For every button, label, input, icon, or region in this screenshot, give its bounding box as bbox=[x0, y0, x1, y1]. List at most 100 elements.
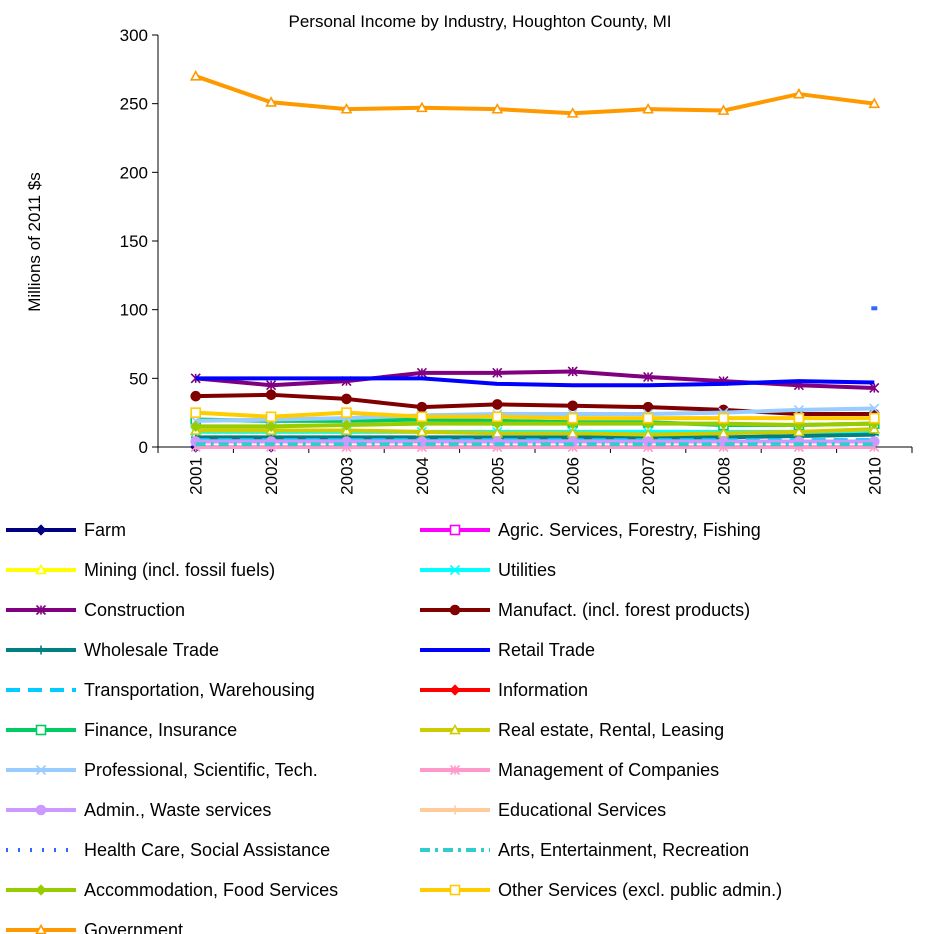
legend-label: Manufact. (incl. forest products) bbox=[498, 600, 750, 620]
data-point bbox=[718, 412, 729, 424]
x-tick-label: 2007 bbox=[639, 457, 658, 495]
data-point bbox=[566, 107, 579, 118]
legend-marker bbox=[449, 524, 461, 536]
legend-label: Government bbox=[84, 920, 183, 934]
legend-marker bbox=[35, 804, 47, 816]
y-tick-label: 200 bbox=[120, 163, 148, 182]
legend-label: Arts, Entertainment, Recreation bbox=[498, 840, 749, 860]
legend-marker bbox=[35, 604, 47, 616]
legend-label: Management of Companies bbox=[498, 760, 719, 780]
x-tick-label: 2008 bbox=[715, 457, 734, 495]
legend-label: Health Care, Social Assistance bbox=[84, 840, 330, 860]
series-line bbox=[195, 406, 875, 423]
data-point bbox=[567, 400, 579, 412]
legend-label: Finance, Insurance bbox=[84, 720, 237, 740]
legend-marker bbox=[449, 684, 461, 696]
data-point bbox=[190, 420, 202, 433]
data-point bbox=[416, 101, 428, 113]
series-line bbox=[195, 410, 875, 421]
data-point bbox=[793, 425, 805, 437]
series-line bbox=[195, 427, 875, 437]
legend-item: Utilities bbox=[420, 560, 556, 580]
legend-marker bbox=[449, 884, 461, 896]
data-point bbox=[189, 70, 202, 81]
data-point bbox=[492, 367, 503, 378]
legend-item: Agric. Services, Forestry, Fishing bbox=[420, 520, 761, 540]
series-line bbox=[195, 74, 875, 116]
legend-marker bbox=[36, 645, 46, 655]
series-line bbox=[195, 432, 875, 440]
data-point bbox=[567, 366, 578, 377]
legend-label: Wholesale Trade bbox=[84, 640, 219, 660]
data-point bbox=[643, 371, 654, 383]
data-point bbox=[416, 401, 428, 413]
data-point bbox=[869, 403, 880, 414]
series-7 bbox=[195, 376, 875, 388]
legend-item: Mining (incl. fossil fuels) bbox=[6, 560, 275, 580]
legend-label: Farm bbox=[84, 520, 126, 540]
data-point bbox=[340, 419, 353, 431]
x-tick-label: 2004 bbox=[413, 457, 432, 495]
data-point bbox=[491, 399, 503, 410]
legend-label: Retail Trade bbox=[498, 640, 595, 660]
legend-marker bbox=[449, 723, 461, 735]
legend-item: Government bbox=[6, 920, 183, 934]
data-point bbox=[871, 306, 878, 311]
legend-label: Mining (incl. fossil fuels) bbox=[84, 560, 275, 580]
legend-label: Transportation, Warehousing bbox=[84, 680, 315, 700]
legend-label: Accommodation, Food Services bbox=[84, 880, 338, 900]
data-point bbox=[717, 104, 730, 115]
data-point bbox=[416, 425, 428, 437]
x-tick-label: 2001 bbox=[187, 457, 206, 495]
legend-marker bbox=[35, 563, 47, 575]
series-14 bbox=[190, 436, 880, 447]
legend-label: Construction bbox=[84, 600, 185, 620]
series-16 bbox=[871, 306, 878, 311]
y-tick-label: 100 bbox=[120, 301, 148, 320]
data-point bbox=[868, 412, 880, 424]
legend-label: Real estate, Rental, Leasing bbox=[498, 720, 724, 740]
x-tick-label: 2009 bbox=[790, 457, 809, 495]
x-tick-label: 2010 bbox=[865, 457, 884, 495]
legend-item: Professional, Scientific, Tech. bbox=[6, 760, 318, 780]
legend-item: Arts, Entertainment, Recreation bbox=[420, 840, 749, 860]
series-lines bbox=[189, 70, 881, 453]
data-point bbox=[869, 382, 880, 394]
legend-label: Professional, Scientific, Tech. bbox=[84, 760, 318, 780]
data-point bbox=[868, 97, 881, 109]
y-tick-label: 300 bbox=[120, 26, 148, 45]
data-point bbox=[416, 367, 427, 378]
legend-marker bbox=[449, 764, 461, 776]
data-point bbox=[491, 103, 504, 114]
legend-marker bbox=[449, 564, 461, 576]
data-point bbox=[642, 401, 654, 413]
y-axis-label: Millions of 2011 $s bbox=[25, 172, 44, 312]
legend-item: Transportation, Warehousing bbox=[6, 680, 315, 700]
legend-item: Other Services (excl. public admin.) bbox=[420, 880, 782, 900]
legend: Farm Agric. Services, Forestry, Fishing Mi… bbox=[6, 520, 782, 934]
legend-item: Manufact. (incl. forest products) bbox=[420, 600, 750, 620]
data-point bbox=[341, 393, 352, 405]
legend-label: Educational Services bbox=[498, 800, 666, 820]
data-point bbox=[340, 103, 353, 114]
series-20 bbox=[189, 70, 881, 118]
series-19 bbox=[190, 407, 880, 424]
axes: 0 50 100 150 200 250 300 2001 2002 2003 2004 2005 20… bbox=[120, 26, 913, 495]
legend-item: Wholesale Trade bbox=[6, 640, 219, 660]
y-tick-label: 50 bbox=[129, 369, 148, 388]
legend-item: Finance, Insurance bbox=[6, 720, 237, 740]
data-point bbox=[266, 380, 277, 391]
legend-item: Farm bbox=[6, 520, 126, 540]
legend-item: Health Care, Social Assistance bbox=[6, 840, 330, 860]
legend-marker bbox=[450, 805, 460, 815]
legend-marker bbox=[35, 524, 47, 536]
x-tick-label: 2002 bbox=[262, 457, 281, 495]
legend-label: Admin., Waste services bbox=[84, 800, 271, 820]
legend-item: Construction bbox=[6, 600, 185, 620]
legend-marker bbox=[449, 604, 461, 616]
legend-item: Real estate, Rental, Leasing bbox=[420, 720, 724, 740]
data-point bbox=[416, 411, 428, 423]
series-line bbox=[195, 376, 875, 388]
data-point bbox=[793, 412, 805, 424]
